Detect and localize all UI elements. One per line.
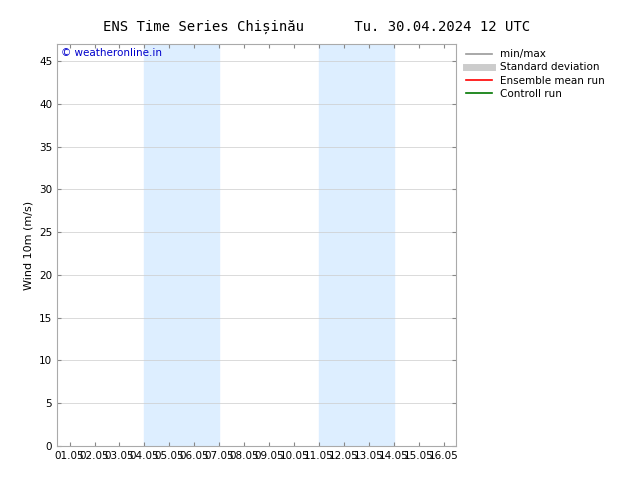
Bar [319,44,394,446]
Bar [145,44,219,446]
Text: ENS Time Series Chișinău      Tu. 30.04.2024 12 UTC: ENS Time Series Chișinău Tu. 30.04.2024 … [103,20,531,34]
Legend: min/max, Standard deviation, Ensemble mean run, Controll run: min/max, Standard deviation, Ensemble me… [466,49,605,98]
Text: © weatheronline.in: © weatheronline.in [61,48,162,58]
Y-axis label: Wind 10m (m/s): Wind 10m (m/s) [23,200,34,290]
